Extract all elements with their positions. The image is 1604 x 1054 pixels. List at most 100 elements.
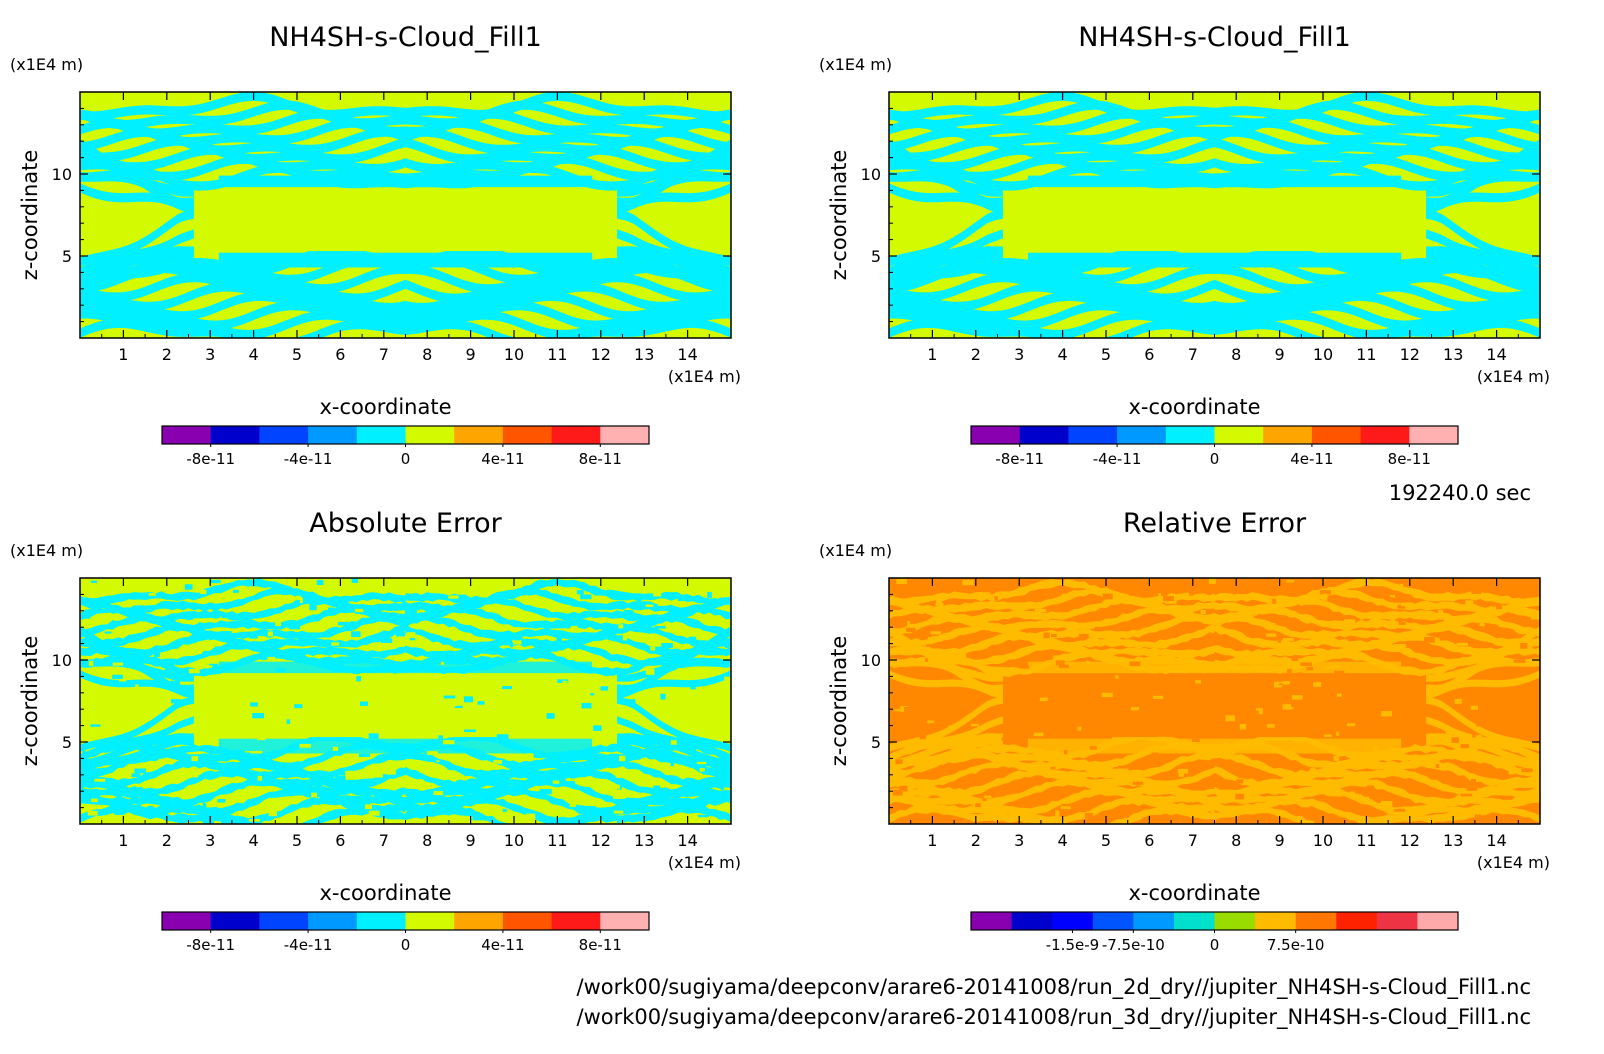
contour-band [80,209,194,267]
noise-speck [257,736,266,741]
x-tick-label: 11 [547,831,567,850]
contour-band [889,626,1003,682]
chart-title: Relative Error [1123,508,1307,539]
noise-speck [1163,703,1168,709]
contour-band [889,578,1215,607]
colorbar-swatch [1255,912,1297,930]
chart-panel-4: Relative Error(x1E4 m)1 2 3 4 5 6 7 8 9 10 11 12 13 1… [819,508,1550,954]
noise-speck [1457,794,1466,799]
noise-speck [100,604,110,609]
noise-speck [1323,593,1328,598]
colorbar-swatch [308,912,358,930]
contour-band [1214,318,1540,338]
noise-speck [185,678,191,682]
noise-speck [1082,706,1092,712]
noise-speck [1114,640,1122,645]
noise-speck [251,582,263,587]
noise-speck [525,753,534,758]
x-unit-label: (x1E4 m) [668,367,741,386]
x-tick-label: 4 [1058,831,1068,850]
colorbar-label: 7.5e-10 [1267,936,1325,954]
noise-speck [1310,768,1316,774]
x-tick-label: 10 [1313,831,1333,850]
noise-speck [1114,675,1119,679]
noise-speck [502,808,507,812]
noise-speck [1513,659,1526,663]
noise-speck [966,769,978,773]
noise-speck [91,580,98,583]
chart-title: Absolute Error [309,508,502,539]
noise-speck [209,690,221,695]
noise-speck [1148,609,1159,613]
noise-speck [622,634,628,641]
noise-speck [650,646,656,651]
contour-band [889,229,1003,277]
colorbar-swatch [971,426,1021,444]
noise-speck [1282,638,1294,641]
noise-speck [1083,766,1092,771]
noise-speck [221,818,226,824]
noise-speck [1466,786,1478,791]
noise-speck [84,612,88,616]
noise-speck [1184,792,1191,796]
noise-speck [1366,785,1375,791]
noise-speck [87,811,98,816]
noise-speck [1314,821,1324,824]
noise-speck [493,760,503,764]
noise-speck [702,738,707,745]
noise-speck [1267,723,1275,728]
colorbar-swatch [1360,426,1410,444]
noise-speck [93,626,101,630]
colorbar-label: -8e-11 [186,450,235,468]
x-tick-label: 7 [1188,345,1198,364]
noise-speck [463,729,476,733]
colorbar-swatch [1214,912,1256,930]
x-tick-label: 13 [634,831,654,850]
noise-speck [134,768,146,774]
x-tick-label: 9 [1275,345,1285,364]
x-unit-label: (x1E4 m) [1477,853,1550,872]
noise-speck [1437,609,1444,615]
noise-speck [275,668,286,673]
noise-speck [513,818,525,822]
contour-band [80,246,406,291]
contour-band [1214,768,1540,798]
contour-band [1426,696,1540,752]
noise-speck [677,668,684,671]
colorbar-swatch [210,426,260,444]
noise-speck [1532,598,1540,603]
noise-speck [1373,746,1379,753]
x-tick-label: 12 [591,345,611,364]
noise-speck [1034,608,1047,613]
noise-speck [721,681,730,687]
contour-band [889,795,1215,824]
x-tick-label: 9 [1275,831,1285,850]
x-tick-label: 10 [504,345,524,364]
contour-band [80,804,406,824]
noise-speck [359,701,369,706]
noise-speck [1331,684,1342,690]
x-unit-label: (x1E4 m) [1477,367,1550,386]
noise-speck [1200,609,1206,615]
noise-speck [1343,619,1356,625]
noise-speck [1358,808,1368,812]
noise-speck [1084,812,1094,819]
noise-speck [706,649,717,655]
noise-speck [709,625,717,630]
contour-band [405,804,731,824]
noise-speck [1385,718,1395,723]
noise-speck [433,818,441,824]
contour-band [80,183,194,214]
noise-speck [1485,797,1495,803]
noise-speck [899,785,908,792]
noise-speck [440,674,445,679]
noise-speck [374,773,383,778]
noise-speck [592,735,603,738]
contour-band [1214,604,1540,633]
noise-speck [1539,628,1540,635]
y-axis-label: z-coordinate [827,150,851,281]
noise-speck [363,740,376,746]
noise-speck [1495,605,1503,610]
noise-speck [336,605,341,610]
y-tick-label: 10 [861,651,881,670]
